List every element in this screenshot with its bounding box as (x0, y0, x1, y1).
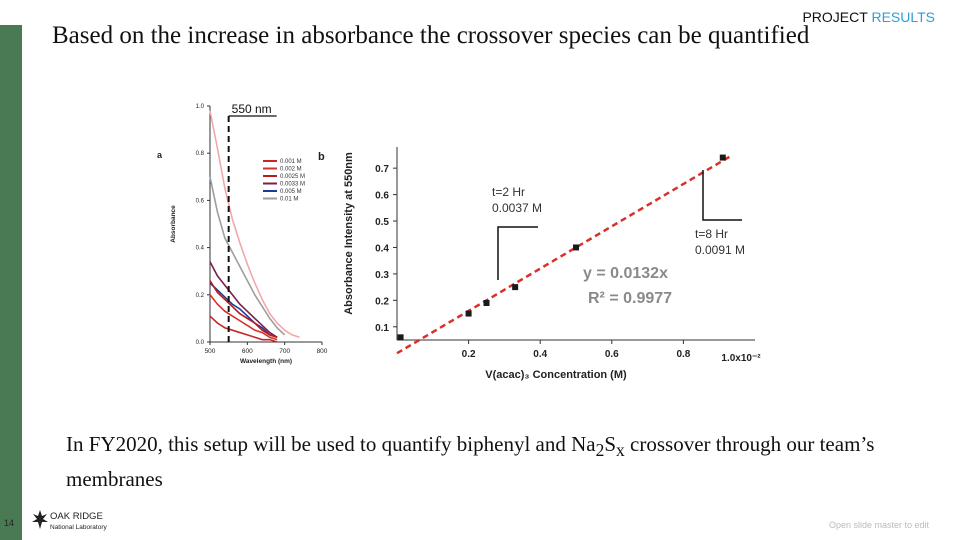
annotation-time: t=8 Hr (695, 227, 728, 241)
caption-part2: S (604, 432, 617, 456)
sidebar-accent-bar (0, 25, 22, 540)
spectrum-line (209, 315, 278, 343)
data-point (573, 244, 579, 251)
calibration-chart: 0.1 0.2 0.3 0.4 0.5 0.6 0.7 0.2 0.4 0.6 0.8 1.0x10⁻… (318, 147, 761, 381)
x-tick-label: 700 (279, 348, 290, 355)
y-tick-label: 0.0 (196, 340, 205, 346)
data-point (512, 284, 519, 291)
y-tick-label: 0.4 (375, 243, 389, 254)
logo-line1: OAK RIDGE (50, 511, 103, 522)
spectrum-line (209, 282, 278, 339)
caption-text: In FY2020, this setup will be used to qu… (66, 430, 906, 494)
x-tick-label: 0.2 (462, 349, 476, 360)
legend-label: 0.005 M (280, 189, 302, 195)
annotation-concentration: 0.0091 M (695, 243, 745, 257)
y-axis-label: Absorbance Intensity at 550nm (343, 152, 355, 315)
legend-label: 0.002 M (280, 167, 302, 173)
x-tick-label: 600 (242, 348, 253, 355)
y-tick-label: 0.2 (375, 296, 389, 307)
caption-sub1: 2 (595, 440, 605, 461)
edit-master-link[interactable]: Open slide master to edit (828, 520, 929, 530)
caption-part3: crossover through our team’s membranes (66, 432, 875, 492)
y-tick-label: 0.4 (196, 246, 205, 252)
slide-title: Based on the increase in absorbance the … (52, 22, 810, 49)
legend-label: 0.001 M (280, 159, 302, 165)
ornl-logo: OAK RIDGE National Laboratory (32, 510, 107, 531)
x-axis-label: Wavelength (nm) (240, 358, 292, 365)
spectrum-line (209, 294, 278, 341)
data-point (719, 154, 726, 161)
results-word: RESULTS (871, 9, 935, 25)
y-tick-label: 0.6 (196, 198, 205, 204)
legend-label: 0.0025 M (280, 174, 305, 180)
absorbance-spectra-chart: 0.0 0.2 0.4 0.6 0.8 1.0 500 600 700 800 Wavelength… (157, 102, 328, 365)
x-tick-label: 800 (317, 348, 328, 355)
y-tick-label: 0.5 (375, 217, 389, 228)
caption-part1: In FY2020, this setup will be used to qu… (66, 432, 596, 456)
project-results-label: PROJECT RESULTS (802, 9, 935, 25)
annotation-bracket (702, 170, 742, 221)
data-point (465, 310, 472, 317)
fit-r-squared: R² = 0.9977 (588, 290, 672, 307)
project-word: PROJECT (802, 9, 868, 25)
spectrum-line (209, 176, 286, 336)
x-tick-label: 0.6 (605, 349, 619, 360)
y-tick-label: 0.6 (375, 191, 389, 202)
wavelength-annotation: 550 nm (232, 102, 272, 116)
annotation-time: t=2 Hr (492, 185, 525, 199)
y-tick-label: 0.7 (375, 164, 389, 175)
x-tick-label: 500 (205, 348, 216, 355)
x-scale-label: 1.0x10⁻² (721, 353, 761, 364)
x-tick-label: 0.8 (676, 349, 690, 360)
data-point (397, 334, 404, 341)
panel-label-a: a (157, 150, 163, 160)
legend-label: 0.01 M (280, 197, 298, 203)
spectrum-line (209, 280, 278, 339)
annotation-bracket (497, 226, 538, 280)
y-tick-label: 0.8 (196, 151, 205, 157)
y-tick-label: 0.3 (375, 270, 389, 281)
panel-label-b: b (318, 151, 325, 163)
slide-number: 14 (4, 518, 15, 528)
spectrum-line (209, 110, 300, 339)
y-tick-label: 0.2 (196, 293, 205, 299)
legend-label: 0.0033 M (280, 182, 305, 188)
spectrum-line (209, 261, 278, 338)
x-tick-label: 0.4 (533, 349, 547, 360)
x-axis-label: V(acac)₃ Concentration (M) (485, 369, 627, 381)
fit-line (396, 155, 731, 355)
y-axis-label: Absorbance (170, 205, 177, 243)
fit-equation: y = 0.0132x (583, 265, 668, 282)
caption-sub2: x (616, 440, 625, 461)
y-tick-label: 1.0 (196, 104, 205, 110)
data-point (483, 299, 490, 306)
logo-line2: National Laboratory (50, 524, 107, 531)
y-tick-label: 0.1 (375, 323, 389, 334)
annotation-concentration: 0.0037 M (492, 201, 542, 215)
